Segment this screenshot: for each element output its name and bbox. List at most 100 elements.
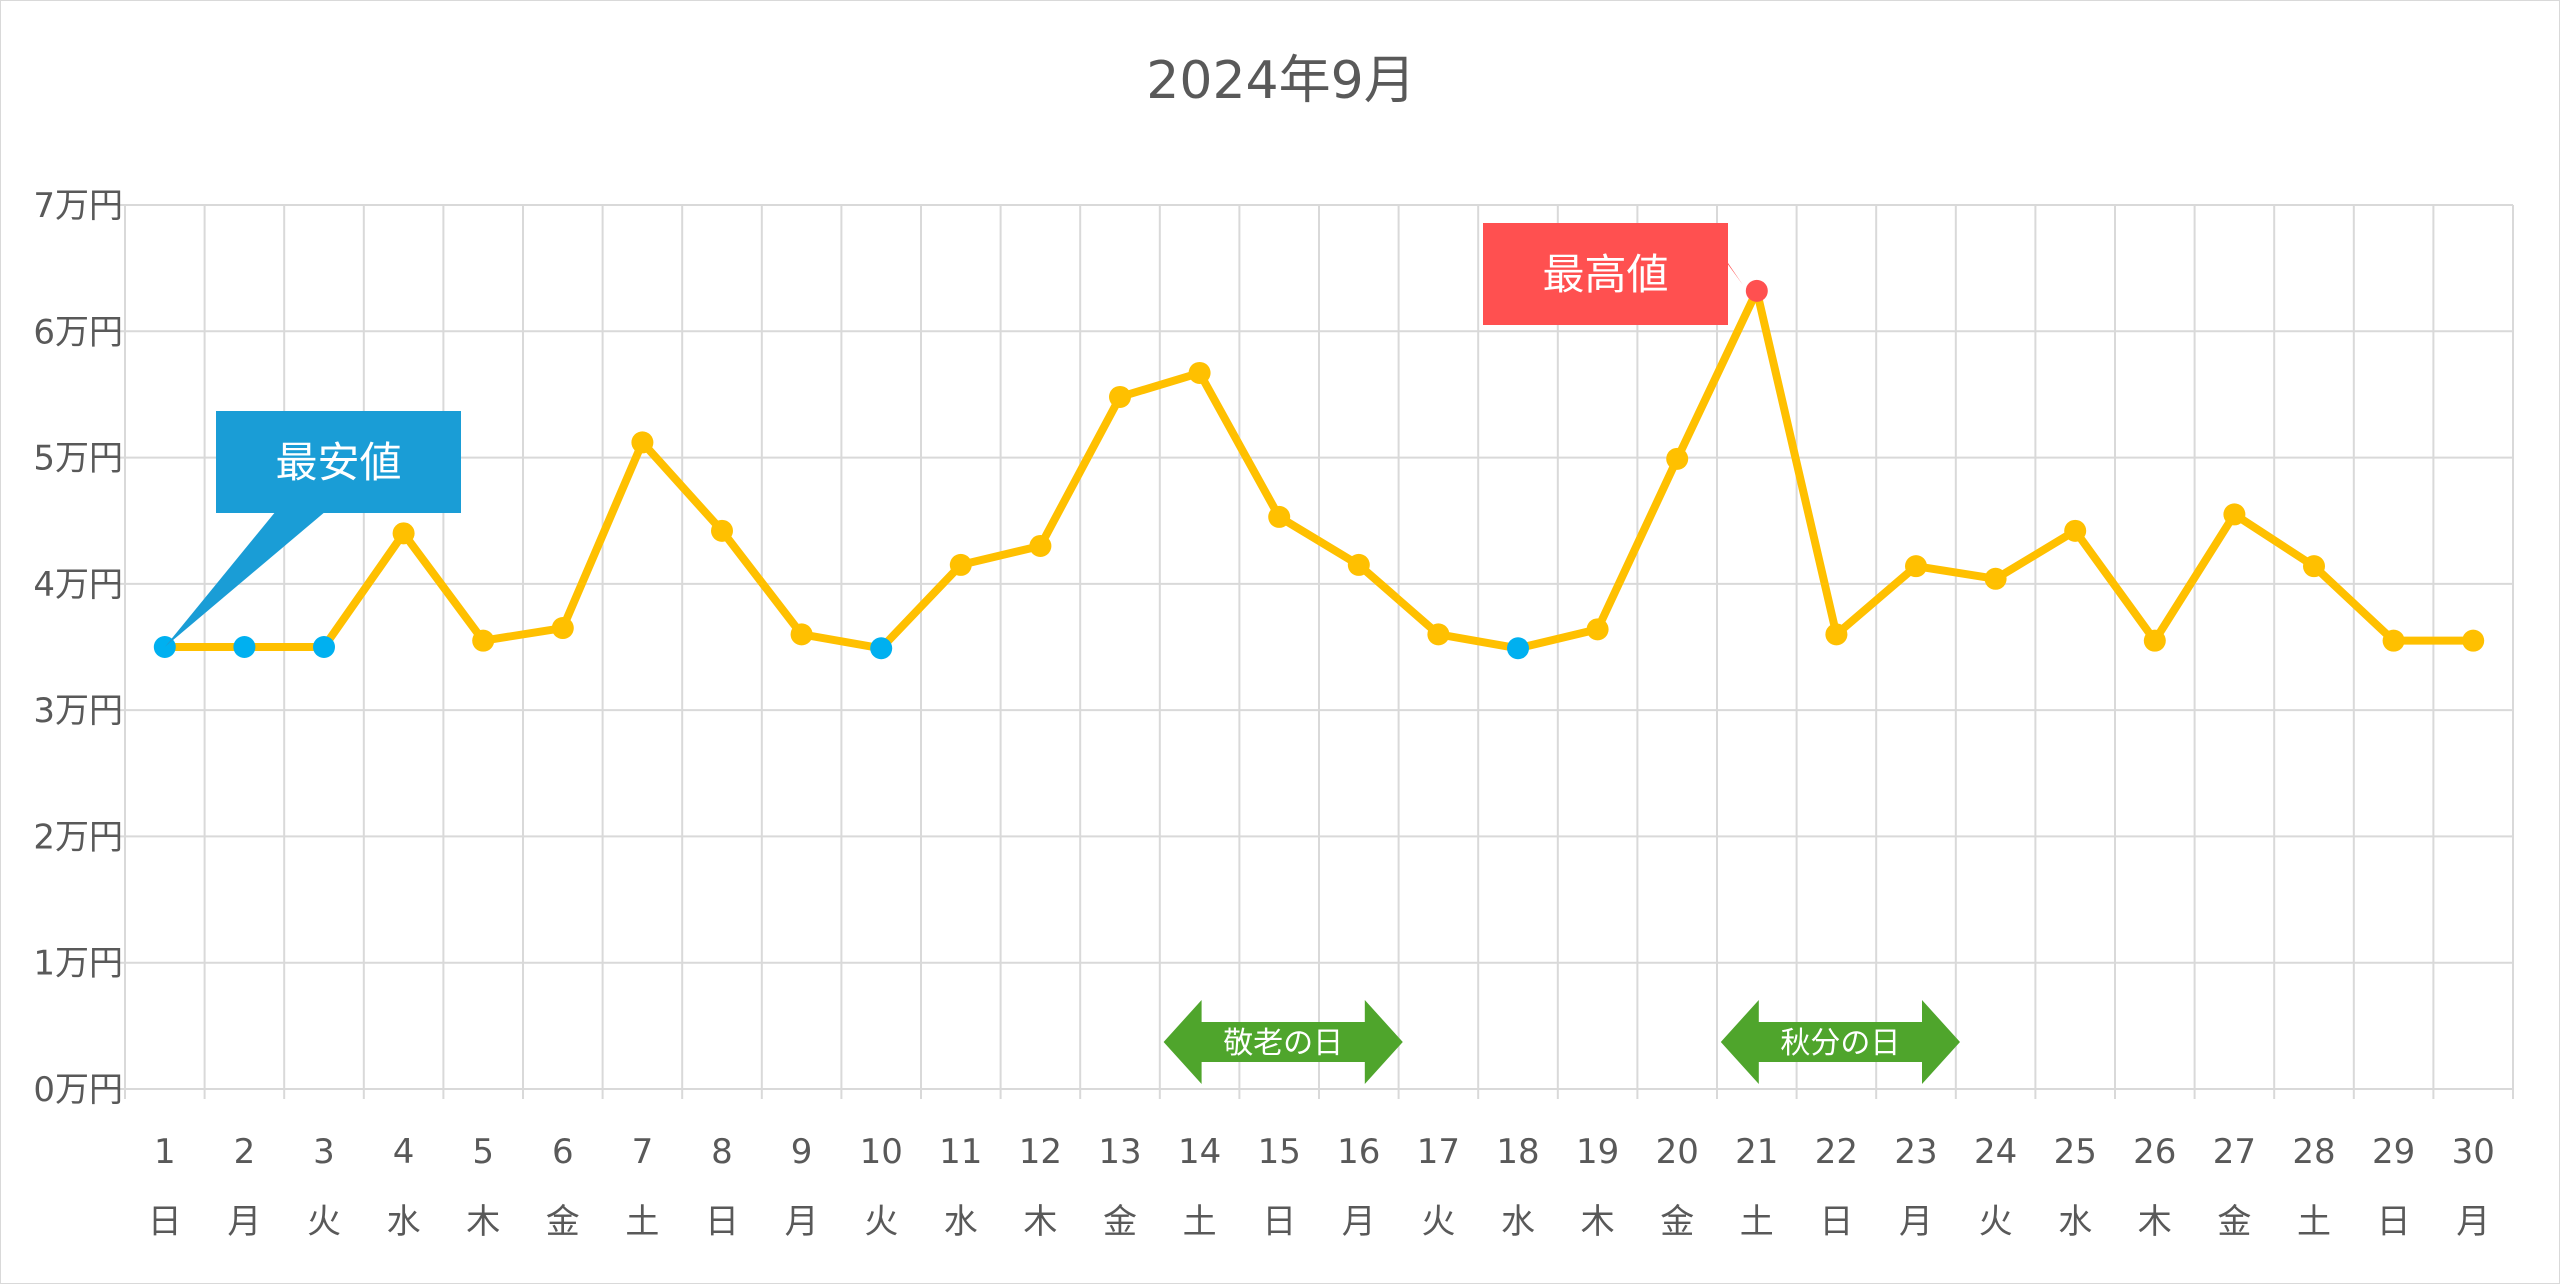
data-point bbox=[631, 431, 654, 454]
x-tick-label-day: 27 bbox=[2213, 1132, 2256, 1172]
x-tick-label-day: 5 bbox=[472, 1132, 494, 1172]
y-tick-label: 4万円 bbox=[33, 565, 123, 605]
x-tick-label-weekday: 木 bbox=[466, 1202, 500, 1242]
x-tick-label-day: 11 bbox=[939, 1132, 982, 1172]
x-tick-label-day: 12 bbox=[1019, 1132, 1062, 1172]
data-point bbox=[949, 553, 972, 576]
x-tick-label-weekday: 金 bbox=[1103, 1202, 1137, 1242]
x-tick-label-day: 19 bbox=[1576, 1132, 1619, 1172]
x-axis-labels: 1 日 2 月 3 火 4 水 5 木 6 金 7 土 8 日 9 月 10 火 11 水 12 木 13 金 14 土 15 日 16 月 1… bbox=[148, 1132, 2495, 1242]
x-tick-label-day: 17 bbox=[1417, 1132, 1460, 1172]
data-point bbox=[2382, 629, 2405, 652]
x-tick-label-day: 6 bbox=[552, 1132, 574, 1172]
x-tick-label-weekday: 月 bbox=[2456, 1202, 2490, 1242]
x-tick-label-weekday: 月 bbox=[785, 1202, 819, 1242]
data-point bbox=[2143, 629, 2166, 652]
data-point bbox=[1347, 553, 1370, 576]
x-tick-label-day: 23 bbox=[1894, 1132, 1937, 1172]
x-tick-label-day: 21 bbox=[1735, 1132, 1778, 1172]
x-tick-label-weekday: 火 bbox=[864, 1202, 898, 1242]
holiday-arrow bbox=[1163, 1000, 1403, 1084]
x-tick-label-day: 15 bbox=[1258, 1132, 1301, 1172]
data-point bbox=[1905, 555, 1927, 578]
y-tick-label: 2万円 bbox=[33, 817, 123, 857]
x-tick-label-weekday: 火 bbox=[307, 1202, 341, 1242]
holiday-label: 秋分の日 bbox=[1780, 1026, 1900, 1061]
y-tick-label: 7万円 bbox=[33, 186, 123, 226]
x-tick-label-weekday: 水 bbox=[2058, 1202, 2092, 1242]
data-point-min bbox=[1507, 637, 1529, 660]
holiday-markers: 敬老の日 秋分の日 bbox=[1163, 1000, 1960, 1084]
data-point-min bbox=[233, 636, 256, 658]
x-tick-label-day: 29 bbox=[2372, 1132, 2415, 1172]
x-tick-label-day: 9 bbox=[791, 1132, 813, 1172]
x-tick-label-day: 7 bbox=[632, 1132, 654, 1172]
x-tick-label-day: 30 bbox=[2452, 1132, 2495, 1172]
x-tick-label-weekday: 月 bbox=[227, 1202, 261, 1242]
data-point bbox=[1188, 361, 1211, 384]
data-point bbox=[2223, 503, 2246, 526]
data-point-max bbox=[1745, 279, 1768, 302]
x-tick-label-weekday: 土 bbox=[625, 1202, 659, 1242]
x-tick-label-weekday: 木 bbox=[2138, 1202, 2172, 1242]
x-tick-label-weekday: 土 bbox=[2297, 1202, 2331, 1242]
x-tick-label-weekday: 日 bbox=[2377, 1202, 2411, 1242]
chart-title: 2024年9月 bbox=[1146, 51, 1415, 111]
series-line bbox=[160, 286, 2478, 653]
x-tick-label-weekday: 土 bbox=[1183, 1202, 1217, 1242]
x-tick-label-weekday: 水 bbox=[1501, 1202, 1535, 1242]
y-tick-label: 3万円 bbox=[33, 691, 123, 731]
data-point bbox=[1666, 447, 1689, 470]
data-point bbox=[1586, 618, 1609, 641]
x-tick-label-day: 4 bbox=[393, 1132, 415, 1172]
x-tick-label-weekday: 水 bbox=[387, 1202, 421, 1242]
data-point bbox=[1984, 567, 2007, 590]
x-tick-label-day: 2 bbox=[234, 1132, 256, 1172]
data-point bbox=[472, 629, 495, 652]
x-tick-label-weekday: 月 bbox=[1899, 1202, 1933, 1242]
data-point bbox=[790, 623, 813, 646]
y-tick-label: 1万円 bbox=[33, 944, 123, 984]
data-point bbox=[1427, 623, 1450, 646]
data-point bbox=[1825, 623, 1848, 646]
x-tick-label-weekday: 月 bbox=[1342, 1202, 1376, 1242]
x-tick-label-day: 25 bbox=[2054, 1132, 2097, 1172]
data-point bbox=[551, 617, 574, 640]
x-tick-label-weekday: 金 bbox=[2217, 1202, 2251, 1242]
series-points bbox=[153, 279, 2485, 660]
series-line-layer bbox=[160, 286, 2478, 653]
y-tick-label: 6万円 bbox=[33, 312, 123, 352]
x-tick-label-day: 18 bbox=[1496, 1132, 1539, 1172]
min-callout-label: 最安値 bbox=[275, 438, 401, 487]
x-tick-label-weekday: 火 bbox=[1421, 1202, 1455, 1242]
data-point bbox=[1109, 385, 1131, 408]
y-tick-label: 5万円 bbox=[33, 439, 123, 479]
x-tick-label-day: 26 bbox=[2133, 1132, 2176, 1172]
x-tick-label-weekday: 木 bbox=[1581, 1202, 1615, 1242]
x-tick-label-weekday: 水 bbox=[944, 1202, 978, 1242]
data-point bbox=[1029, 534, 1052, 557]
x-tick-label-day: 10 bbox=[860, 1132, 903, 1172]
max-callout-box bbox=[1483, 223, 1728, 325]
y-axis-labels: 0万円 1万円 2万円 3万円 4万円 5万円 6万円 7万円 bbox=[33, 186, 123, 1110]
x-tick-label-weekday: 金 bbox=[546, 1202, 580, 1242]
x-tick-label-weekday: 日 bbox=[1819, 1202, 1853, 1242]
x-tick-label-weekday: 金 bbox=[1660, 1202, 1694, 1242]
x-tick-label-day: 8 bbox=[711, 1132, 733, 1172]
x-tick-label-weekday: 日 bbox=[148, 1202, 182, 1242]
x-tick-label-day: 24 bbox=[1974, 1132, 2017, 1172]
data-point bbox=[2303, 555, 2325, 578]
x-tick-label-day: 13 bbox=[1098, 1132, 1141, 1172]
data-point bbox=[711, 519, 733, 542]
data-point bbox=[2462, 629, 2485, 652]
x-tick-label-weekday: 火 bbox=[1979, 1202, 2013, 1242]
x-tick-label-day: 20 bbox=[1656, 1132, 1699, 1172]
x-tick-label-day: 14 bbox=[1178, 1132, 1221, 1172]
x-tick-label-day: 3 bbox=[313, 1132, 335, 1172]
min-callout-pointer bbox=[164, 511, 326, 647]
x-tick-label-day: 28 bbox=[2292, 1132, 2335, 1172]
max-callout-label: 最高値 bbox=[1542, 250, 1668, 299]
min-callout-box bbox=[216, 411, 461, 513]
